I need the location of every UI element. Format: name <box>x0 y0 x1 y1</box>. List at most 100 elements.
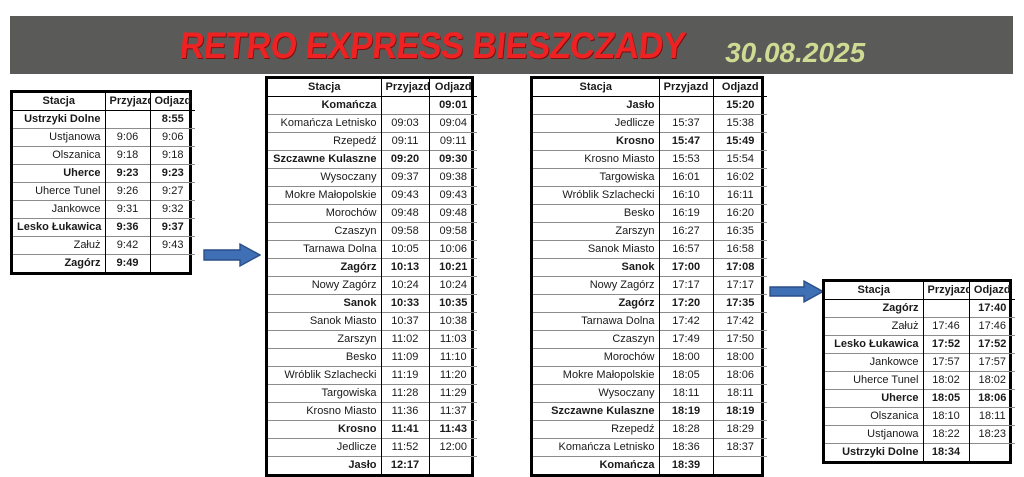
cell-station: Sanok <box>268 294 382 313</box>
cell-station: Besko <box>533 204 660 223</box>
cell-arrival <box>659 96 714 115</box>
cell-arrival: 17:00 <box>659 258 714 277</box>
cell-departure: 15:49 <box>713 132 767 151</box>
cell-departure: 18:19 <box>713 402 767 421</box>
cell-arrival: 09:58 <box>381 222 430 241</box>
cell-departure: 09:43 <box>429 186 477 205</box>
cell-arrival: 12:17 <box>381 456 430 474</box>
cell-departure: 9:32 <box>150 200 195 219</box>
cell-station: Rzepedź <box>533 420 660 439</box>
cell-station: Mokre Małopolskie <box>533 366 660 385</box>
timetable-leg1: Stacja Przyjazd Odjazd Ustrzyki Dolne 8:5… <box>10 90 195 275</box>
cell-station: Zagórz <box>13 254 106 272</box>
table-row: Olszanica 9:18 9:18 <box>13 146 195 165</box>
cell-departure: 09:58 <box>429 222 477 241</box>
timetable-leg3: Stacja Przyjazd Odjazd Jasło 15:20 Jedlicz… <box>530 76 767 477</box>
cell-departure: 9:43 <box>150 236 195 255</box>
table-row: Krosno 15:47 15:49 <box>533 132 767 151</box>
table-row: Wróblik Szlachecki 16:10 16:11 <box>533 186 767 205</box>
table-row: Załuż 17:46 17:46 <box>825 317 1015 336</box>
cell-station: Wróblik Szlachecki <box>533 186 660 205</box>
table-row: Komańcza 18:39 <box>533 456 767 474</box>
cell-departure <box>713 456 767 474</box>
cell-station: Ustrzyki Dolne <box>825 443 924 461</box>
cell-station: Ustjanowa <box>825 425 924 444</box>
cell-station: Olszanica <box>13 146 106 165</box>
cell-departure: 15:20 <box>726 99 755 111</box>
table-header-row: Stacja Przyjazd Odjazd <box>13 93 195 111</box>
cell-departure: 17:17 <box>713 276 767 295</box>
timetable-leg2-table: Stacja Przyjazd Odjazd Komańcza 09:01 Koma… <box>268 79 477 474</box>
cell-arrival: 18:19 <box>659 402 714 421</box>
table-row: Jedlicze 11:52 12:00 <box>268 438 477 457</box>
cell-station: Wysoczany <box>533 384 660 403</box>
header-banner-content: RETRO EXPRESS BIESZCZADY 30.08.2025 <box>10 16 1013 74</box>
cell-departure: 09:30 <box>429 150 477 169</box>
cell-station: Uherce Tunel <box>13 182 106 201</box>
table-row: Uherce Tunel 9:26 9:27 <box>13 182 195 201</box>
cell-arrival: 17:42 <box>659 312 714 331</box>
cell-station: Wysoczany <box>268 168 382 187</box>
table-row: Mokre Małopolskie 09:43 09:43 <box>268 186 477 205</box>
cell-station: Komańcza <box>533 456 660 474</box>
cell-departure: 17:50 <box>713 330 767 349</box>
table-row: Zagórz 17:40 <box>825 299 1015 318</box>
cell-arrival: 10:33 <box>381 294 430 313</box>
cell-station: Załuż <box>13 236 106 255</box>
service-date: 30.08.2025 <box>725 37 866 68</box>
cell-station: Komańcza <box>268 96 382 115</box>
cell-arrival: 17:20 <box>659 294 714 313</box>
cell-arrival: 11:36 <box>381 402 430 421</box>
table-header-row: Stacja Przyjazd Odjazd <box>268 79 477 97</box>
table-row: Jasło 12:17 <box>268 456 477 474</box>
cell-departure: 16:35 <box>713 222 767 241</box>
cell-station: Czaszyn <box>533 330 660 349</box>
cell-station: Czaszyn <box>268 222 382 241</box>
cell-arrival: 16:19 <box>659 204 714 223</box>
cell-arrival: 18:05 <box>923 389 970 408</box>
table-row: Rzepedź 09:11 09:11 <box>268 132 477 151</box>
table-row: Sanok Miasto 10:37 10:38 <box>268 312 477 331</box>
cell-arrival: 18:11 <box>659 384 714 403</box>
cell-arrival: 18:05 <box>659 366 714 385</box>
cell-arrival: 09:43 <box>381 186 430 205</box>
table-row: Zagórz 9:49 <box>13 254 195 272</box>
cell-departure: 09:48 <box>429 204 477 223</box>
cell-departure <box>969 443 1015 461</box>
table-row: Szczawne Kulaszne 18:19 18:19 <box>533 402 767 421</box>
table-row: Zarszyn 16:27 16:35 <box>533 222 767 241</box>
cell-arrival: 09:37 <box>381 168 430 187</box>
cell-station: Szczawne Kulaszne <box>268 150 382 169</box>
cell-arrival: 18:28 <box>659 420 714 439</box>
cell-departure: 18:00 <box>713 348 767 367</box>
table-row: Uherce 18:05 18:06 <box>825 389 1015 408</box>
cell-arrival: 09:20 <box>381 150 430 169</box>
cell-arrival <box>923 299 970 318</box>
table-row: Komańcza 09:01 <box>268 96 477 115</box>
cell-departure: 09:04 <box>429 114 477 133</box>
cell-departure: 9:06 <box>150 128 195 147</box>
column-header-station: Stacja <box>13 93 106 111</box>
cell-arrival: 11:09 <box>381 348 430 367</box>
cell-station: Rzepedź <box>268 132 382 151</box>
cell-arrival: 18:34 <box>923 443 970 461</box>
cell-departure: 16:20 <box>713 204 767 223</box>
cell-arrival: 15:37 <box>659 114 714 133</box>
cell-station: Szczawne Kulaszne <box>533 402 660 421</box>
table-row: Morochów 18:00 18:00 <box>533 348 767 367</box>
cell-departure: 9:18 <box>150 146 195 165</box>
table-header-row: Stacja Przyjazd Odjazd <box>825 282 1015 300</box>
cell-station: Wróblik Szlachecki <box>268 366 382 385</box>
cell-departure: 8:55 <box>161 113 184 125</box>
cell-departure: 11:29 <box>429 384 477 403</box>
cell-arrival: 9:42 <box>105 236 151 255</box>
column-header-departure: Odjazd <box>150 93 195 111</box>
cell-departure: 10:21 <box>429 258 477 277</box>
table-row: Czaszyn 17:49 17:50 <box>533 330 767 349</box>
cell-station: Tarnawa Dolna <box>268 240 382 259</box>
cell-station: Targowiska <box>268 384 382 403</box>
cell-departure: 17:42 <box>713 312 767 331</box>
cell-departure: 9:37 <box>150 218 195 237</box>
cell-arrival: 11:02 <box>381 330 430 349</box>
cell-arrival: 9:49 <box>105 254 151 272</box>
